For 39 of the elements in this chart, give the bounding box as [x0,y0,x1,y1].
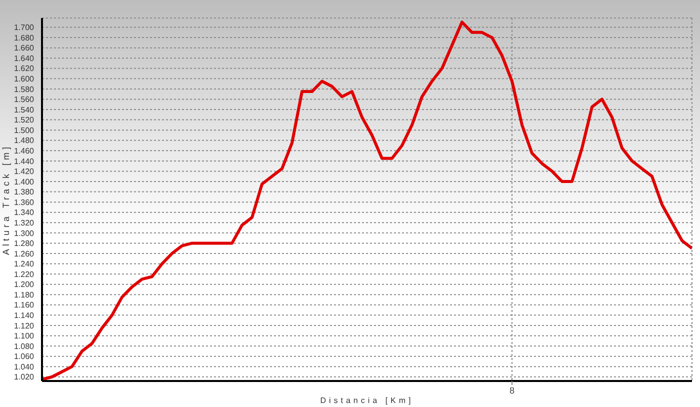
y-tick-label: 1.700 [14,23,35,32]
y-tick-label: 1.100 [14,332,35,341]
y-tick-label: 1.220 [14,270,35,279]
x-axis-title: Distancia [Km] [320,396,414,405]
y-tick-label: 1.260 [14,249,35,258]
y-tick-label: 1.140 [14,311,35,320]
y-tick-label: 1.580 [14,84,35,94]
x-tick-label: 8 [509,385,515,396]
y-tick-label: 1.660 [14,44,35,53]
y-tick-label: 1.180 [14,290,35,300]
line-series [42,20,692,381]
y-tick-label: 1.340 [14,208,35,218]
y-tick-label: 1.520 [14,116,35,125]
y-tick-label: 1.080 [14,342,35,351]
y-tick-label: 1.300 [14,228,35,238]
y-tick-label: 1.560 [14,95,35,104]
y-tick-label: 1.200 [14,280,35,290]
y-tick-label: 1.460 [14,146,35,156]
y-tick-label: 1.160 [14,300,35,310]
y-tick-label: 1.320 [14,218,35,228]
y-tick-label: 1.500 [14,126,35,135]
y-tick-label: 1.400 [14,177,35,186]
y-tick-label: 1.060 [14,352,35,362]
y-tick-label: 1.620 [14,64,35,74]
y-tick-label: 1.360 [14,198,35,207]
y-tick-label: 1.600 [14,74,35,84]
y-tick-label: 1.440 [14,156,35,166]
y-tick-label: 1.540 [14,105,35,114]
y-tick-label: 1.380 [14,188,35,197]
y-tick-label: 1.240 [14,260,35,269]
y-axis-title: Altura Track [m] [1,144,12,256]
y-tick-label: 1.020 [14,372,35,382]
y-tick-label: 1.120 [14,321,35,330]
y-tick-label: 1.280 [14,239,35,248]
y-tick-label: 1.040 [14,362,35,372]
y-tick-label: 1.480 [14,136,35,146]
y-tick-label: 1.420 [14,167,35,176]
y-tick-label: 1.680 [14,33,35,42]
y-tick-label: 1.640 [14,54,35,63]
